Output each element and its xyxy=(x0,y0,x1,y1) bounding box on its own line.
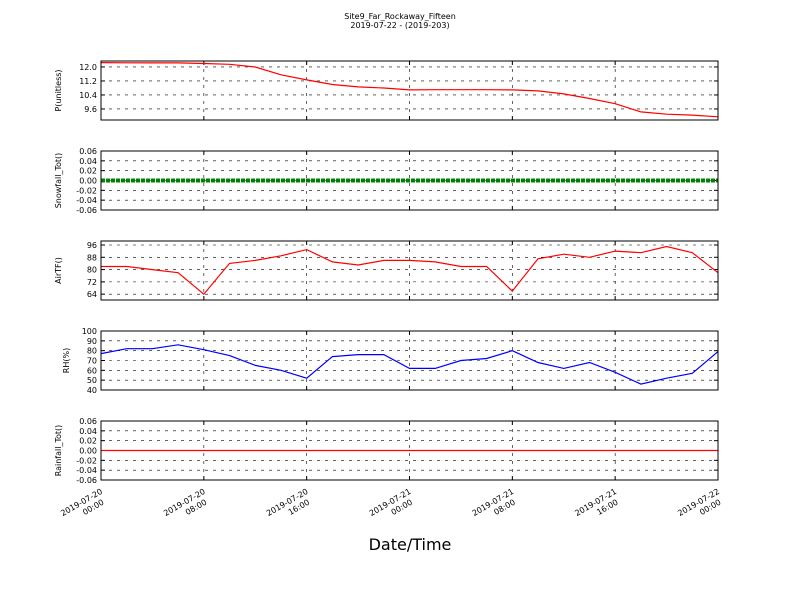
data-line xyxy=(100,344,719,385)
y-tick-label: 88 xyxy=(87,253,97,262)
x-tick-label: 2019-07-2100:00 xyxy=(368,487,418,527)
y-tick-label: 0.00 xyxy=(79,177,97,186)
x-tick-label: 2019-07-2008:00 xyxy=(162,487,212,527)
y-tick-label: -0.04 xyxy=(76,466,97,475)
y-tick-label: 50 xyxy=(87,376,97,385)
plot-frame xyxy=(100,420,719,481)
y-tick-label: -0.02 xyxy=(76,456,97,465)
plot-frame xyxy=(100,330,719,391)
y-axis-label: AirTF() xyxy=(54,257,63,284)
x-tick-label: 2019-07-2000:00 xyxy=(59,487,109,527)
chart-subtitle: 2019-07-22 - (2019-203) xyxy=(350,21,449,30)
y-tick-label: 70 xyxy=(87,357,97,366)
y-axis-label: P(unitless) xyxy=(54,69,63,111)
y-tick-label: 80 xyxy=(87,266,97,275)
y-tick-label: 64 xyxy=(87,290,97,299)
x-tick-label: 2019-07-2200:00 xyxy=(676,487,726,527)
y-tick-label: 80 xyxy=(87,347,97,356)
x-axis-label: Date/Time xyxy=(369,535,452,554)
y-tick-label: 90 xyxy=(87,337,97,346)
chart-title: Site9_Far_Rockaway_Fifteen xyxy=(344,12,456,21)
y-tick-label: 0.04 xyxy=(79,427,97,436)
plot-frame xyxy=(100,240,719,301)
y-tick-label: 72 xyxy=(87,278,97,287)
y-tick-label: 60 xyxy=(87,366,97,375)
y-tick-label: 96 xyxy=(87,241,97,250)
y-axis-label: RH(%) xyxy=(62,348,71,373)
plot-frame xyxy=(100,60,719,121)
plot-frame xyxy=(100,150,719,211)
y-tick-label: 0.06 xyxy=(79,147,97,156)
y-tick-label: 10.4 xyxy=(79,91,97,100)
y-tick-label: 0.02 xyxy=(79,437,97,446)
y-tick-label: 11.2 xyxy=(79,77,97,86)
y-tick-label: 0.02 xyxy=(79,167,97,176)
y-tick-label: 0.00 xyxy=(79,447,97,456)
y-tick-label: -0.06 xyxy=(76,206,97,215)
y-axis-label: Rainfall_Tot() xyxy=(54,425,63,477)
y-tick-label: 40 xyxy=(87,386,97,395)
y-tick-label: 100 xyxy=(82,327,97,336)
y-tick-label: 9.6 xyxy=(84,105,97,114)
y-tick-label: 0.06 xyxy=(79,417,97,426)
x-tick-label: 2019-07-2108:00 xyxy=(471,487,521,527)
y-tick-label: 0.04 xyxy=(79,157,97,166)
data-line xyxy=(101,245,719,296)
x-tick-label: 2019-07-2016:00 xyxy=(265,487,315,527)
data-line xyxy=(100,62,719,118)
y-tick-label: -0.06 xyxy=(76,476,97,485)
y-tick-label: -0.04 xyxy=(76,196,97,205)
y-tick-label: 12.0 xyxy=(79,63,97,72)
y-tick-label: -0.02 xyxy=(76,186,97,195)
x-tick-label: 2019-07-2116:00 xyxy=(573,487,623,527)
y-axis-label: Snowfall_Tot() xyxy=(54,153,63,209)
